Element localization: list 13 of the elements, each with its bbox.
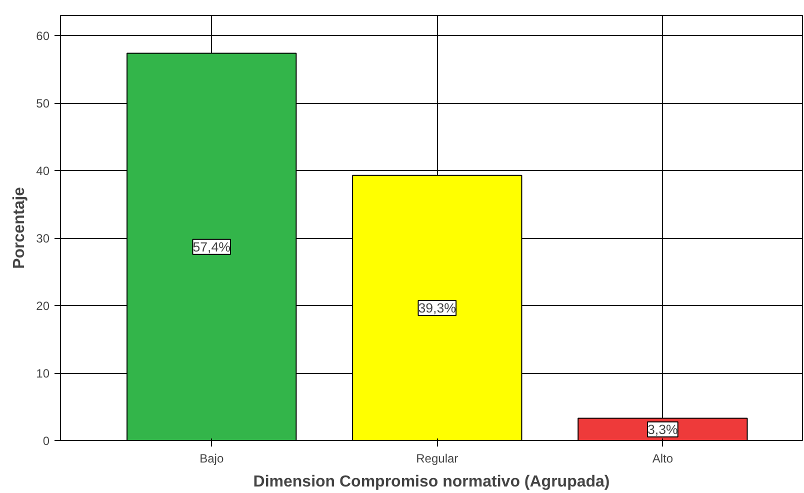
x-tick-label: Alto (652, 452, 674, 466)
y-tick-label: 0 (42, 434, 50, 448)
y-tick-label: 50 (36, 96, 50, 111)
data-label: 3,3% (647, 422, 678, 437)
y-tick-label: 60 (36, 29, 50, 44)
x-tick-label: Bajo (200, 452, 224, 466)
y-tick-label: 30 (36, 232, 50, 246)
x-axis-title: Dimension Compromiso normativo (Agrupada) (253, 474, 610, 490)
y-tick-label: 20 (36, 299, 50, 314)
y-axis-title: Porcentaje (11, 186, 28, 269)
x-tick-label: Regular (416, 452, 458, 466)
y-tick-label: 40 (36, 164, 50, 178)
y-tick-label: 10 (36, 366, 50, 381)
